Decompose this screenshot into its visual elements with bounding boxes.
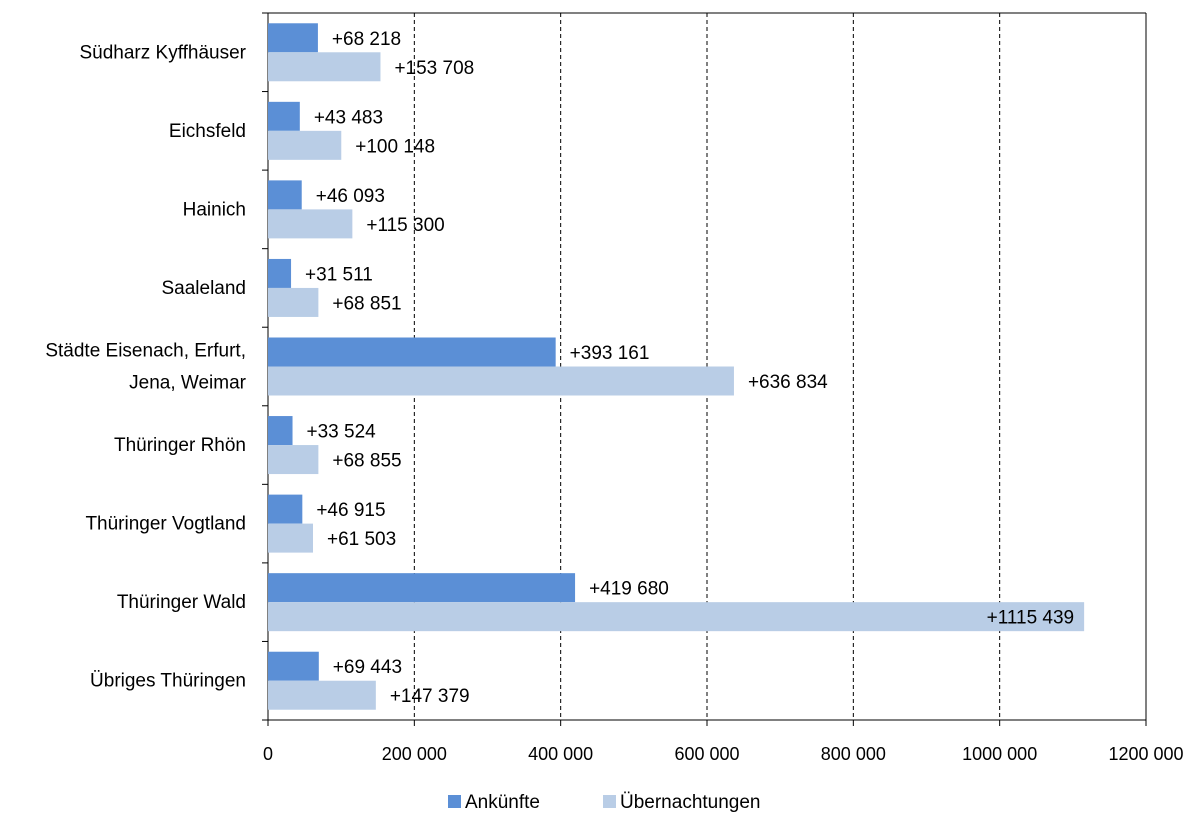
data-label: +46 915	[316, 500, 385, 521]
bar-uebernachtungen	[268, 445, 319, 475]
bar-uebernachtungen	[268, 130, 342, 160]
legend-swatch	[603, 795, 616, 808]
data-label: +43 483	[314, 107, 383, 128]
category-label: Thüringer Rhön	[114, 435, 246, 456]
data-label: +68 218	[332, 29, 401, 50]
x-tick-label: 1000 000	[962, 744, 1037, 764]
bar-uebernachtungen	[268, 52, 381, 82]
bar-ankuenfte	[268, 416, 293, 446]
data-label: +636 834	[748, 372, 828, 393]
bar-uebernachtungen	[268, 680, 376, 710]
bar-ankuenfte	[268, 23, 318, 53]
data-label: +61 503	[327, 529, 396, 550]
category-label: Jena, Weimar	[129, 373, 247, 394]
bar-ankuenfte	[268, 180, 302, 210]
bar-uebernachtungen	[268, 602, 1085, 632]
category-label: Hainich	[183, 199, 246, 220]
data-label: +153 708	[394, 58, 474, 79]
bar-ankuenfte	[268, 337, 556, 367]
legend-label: Übernachtungen	[620, 792, 761, 813]
x-tick-label: 200 000	[382, 744, 447, 764]
bar-ankuenfte	[268, 651, 319, 681]
data-label: +68 855	[332, 451, 401, 472]
bar-ankuenfte	[268, 258, 292, 288]
bar-uebernachtungen	[268, 209, 353, 239]
data-label: +1115 439	[987, 608, 1075, 629]
x-tick-label: 1200 000	[1108, 744, 1183, 764]
x-tick-label: 0	[263, 744, 273, 764]
legend-label: Ankünfte	[465, 792, 540, 813]
data-label: +33 524	[307, 422, 377, 443]
legend-swatch	[448, 795, 461, 808]
bar-ankuenfte	[268, 101, 300, 131]
data-label: +393 161	[570, 343, 650, 364]
category-label: Eichsfeld	[169, 121, 246, 142]
bar-uebernachtungen	[268, 287, 319, 317]
bar-uebernachtungen	[268, 366, 734, 396]
category-label: Übriges Thüringen	[90, 671, 246, 692]
category-label: Städte Eisenach, Erfurt,	[45, 341, 246, 362]
x-tick-label: 800 000	[821, 744, 886, 764]
category-label: Thüringer Wald	[117, 592, 246, 613]
data-label: +31 511	[305, 264, 373, 285]
x-tick-label: 400 000	[528, 744, 593, 764]
data-label: +100 148	[355, 136, 435, 157]
x-tick-label: 600 000	[674, 744, 739, 764]
bar-ankuenfte	[268, 494, 303, 524]
data-label: +68 851	[332, 293, 401, 314]
data-label: +115 300	[366, 215, 444, 236]
data-label: +69 443	[333, 657, 402, 678]
bar-uebernachtungen	[268, 523, 313, 553]
category-label: Südharz Kyffhäuser	[79, 42, 246, 63]
category-label: Saaleland	[161, 278, 246, 299]
category-label: Thüringer Vogtland	[85, 514, 246, 535]
data-label: +419 680	[589, 579, 669, 600]
data-label: +46 093	[316, 186, 385, 207]
data-label: +147 379	[390, 686, 470, 707]
bar-ankuenfte	[268, 573, 576, 603]
